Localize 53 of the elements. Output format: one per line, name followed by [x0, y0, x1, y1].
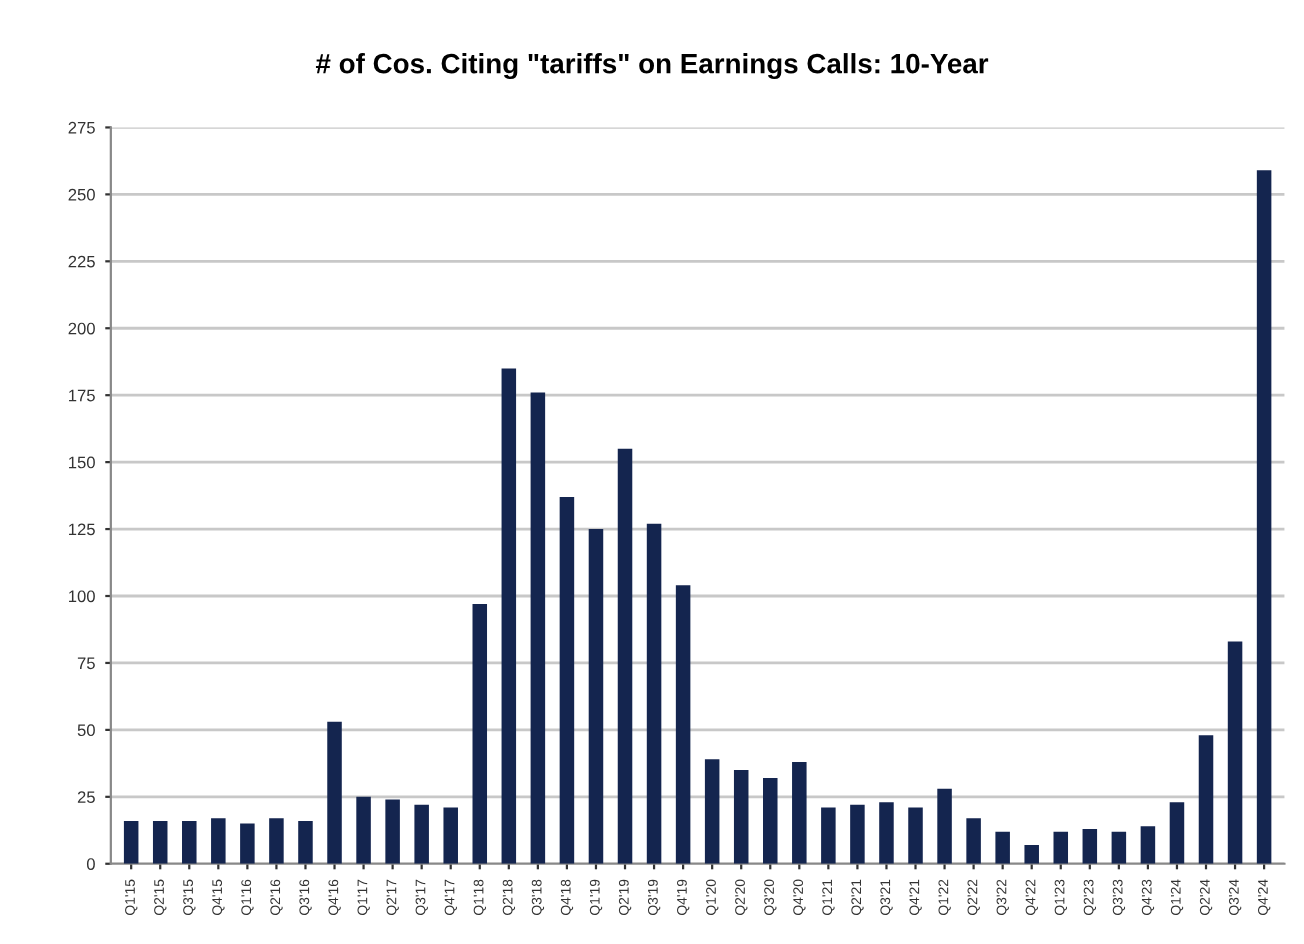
y-tick-label: 50	[77, 724, 95, 737]
y-tick-label: 200	[68, 322, 95, 335]
bar	[1169, 802, 1185, 864]
bar	[908, 807, 923, 864]
y-tick-label: 0	[86, 858, 95, 870]
bar	[821, 807, 836, 864]
bar	[211, 818, 226, 864]
bar	[675, 585, 691, 864]
y-tick-label: 75	[77, 657, 95, 670]
bar	[1024, 845, 1039, 864]
bar	[1053, 831, 1069, 864]
bar	[182, 820, 197, 864]
bar	[559, 496, 575, 864]
bar	[1140, 826, 1156, 864]
y-tick-label: 100	[69, 590, 95, 603]
bar	[966, 818, 981, 864]
bar	[472, 604, 488, 864]
y-tick-label: 225	[68, 255, 95, 268]
bar	[733, 770, 749, 864]
y-tick-label: 150	[69, 456, 95, 469]
bar	[704, 759, 720, 864]
bar	[443, 807, 458, 864]
bar	[269, 818, 284, 864]
bar	[1082, 828, 1098, 864]
y-tick-label: 125	[69, 523, 95, 536]
bar	[588, 529, 604, 864]
bar	[763, 778, 778, 864]
bar	[646, 523, 662, 864]
bar	[240, 823, 255, 864]
chart-title: # of Cos. Citing "tariffs" on Earnings Calls: 10-Year	[315, 53, 989, 80]
bar	[298, 820, 313, 864]
bar	[385, 799, 400, 864]
y-tick-label: 275	[68, 121, 95, 134]
bar	[1256, 170, 1272, 864]
y-tick-label: 175	[69, 389, 95, 402]
y-tick-label: 250	[68, 188, 95, 201]
bar	[501, 368, 517, 864]
bar	[1111, 831, 1127, 864]
bar	[617, 448, 633, 864]
bar	[995, 831, 1010, 864]
bar	[414, 804, 429, 864]
bar	[792, 762, 807, 864]
bar	[530, 392, 546, 864]
bar	[327, 721, 342, 864]
bar	[356, 796, 371, 864]
bar	[123, 820, 139, 864]
bar	[937, 788, 952, 864]
bar	[879, 802, 894, 864]
bar	[1198, 735, 1214, 864]
bar	[1227, 641, 1243, 864]
y-tick-label: 25	[77, 791, 95, 804]
bar	[850, 804, 865, 864]
bar	[152, 820, 168, 864]
